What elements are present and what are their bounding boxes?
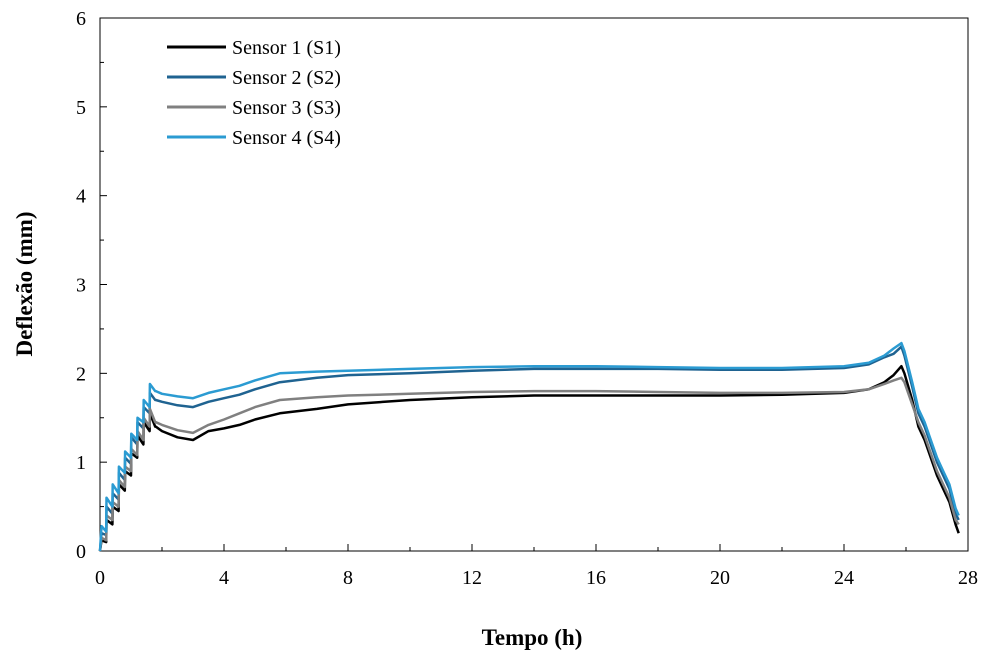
series-lines <box>98 341 960 552</box>
y-tick-label: 4 <box>76 186 86 208</box>
series-line-sensor-3 <box>98 376 960 552</box>
x-tick-label: 28 <box>958 567 978 589</box>
legend-label-sensor-4: Sensor 4 (S4) <box>232 127 341 149</box>
y-tick-label: 1 <box>76 452 86 474</box>
x-tick-label: 0 <box>95 567 105 589</box>
series-line-sensor-4 <box>98 341 960 552</box>
x-tick-label: 24 <box>834 567 854 589</box>
x-tick-label: 16 <box>586 567 606 589</box>
x-tick-label: 4 <box>219 567 229 589</box>
y-axis-ticks: 0 1 2 3 4 5 6 <box>76 8 107 563</box>
x-tick-label: 8 <box>343 567 353 589</box>
legend-label-sensor-3: Sensor 3 (S3) <box>232 97 341 119</box>
legend: Sensor 1 (S1) Sensor 2 (S2) Sensor 3 (S3) S… <box>167 37 341 149</box>
legend-label-sensor-2: Sensor 2 (S2) <box>232 67 341 89</box>
y-tick-label: 3 <box>76 275 86 297</box>
x-tick-label: 20 <box>710 567 730 589</box>
x-tick-label: 12 <box>462 567 482 589</box>
y-tick-label: 6 <box>76 8 86 30</box>
x-axis-ticks: 0 4 8 12 16 20 24 28 <box>95 544 978 589</box>
x-axis-title: Tempo (h) <box>482 625 583 650</box>
legend-label-sensor-1: Sensor 1 (S1) <box>232 37 341 59</box>
y-axis-title: Deflexão (mm) <box>12 212 37 357</box>
y-tick-label: 5 <box>76 97 86 119</box>
y-tick-label: 2 <box>76 363 86 385</box>
y-tick-label: 0 <box>76 541 86 563</box>
